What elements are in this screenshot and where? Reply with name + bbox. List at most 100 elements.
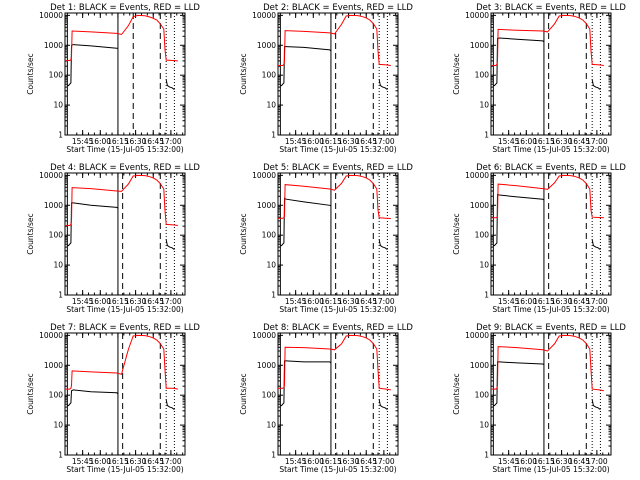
y-axis-label: Counts/sec [26,213,35,254]
series-line-events [165,79,175,90]
series-line-events [280,46,332,87]
plot-frame [490,12,612,136]
x-axis-label: Start Time (15-Jul-05 15:32:00) [66,465,183,474]
panel-title: Det 9: BLACK = Events, RED = LLD [476,323,626,333]
x-tick-label: 16:00 [302,297,324,306]
panel-title: Det 7: BLACK = Events, RED = LLD [50,323,200,333]
x-tick-label: 16:30 [125,297,147,306]
x-tick-label: 16:15 [533,297,555,306]
series-line-lld [65,334,178,390]
y-tick-label: 10 [479,101,489,110]
y-tick-label: 100 [475,231,490,240]
x-tick-label: 16:15 [320,297,342,306]
panel-det-4: Det 4: BLACK = Events, RED = LLD 1 10 100 10… [26,163,200,314]
y-tick-label: 1 [58,451,63,460]
y-axis-label: Counts/sec [452,213,461,254]
y-tick-label: 1 [58,131,63,140]
x-tick-label: 15:45 [498,457,520,466]
x-tick-label: 16:45 [568,137,590,146]
x-tick-label: 17:00 [586,297,608,306]
panel-det-3: Det 3: BLACK = Events, RED = LLD 1 10 100 10… [452,3,626,154]
series-line-lld [65,14,178,62]
x-tick-label: 16:45 [568,297,590,306]
panel-det-1: Det 1: BLACK = Events, RED = LLD 1 10 100 10… [26,3,200,154]
y-axis-label: Counts/sec [239,53,248,94]
x-tick-label: 15:45 [72,137,94,146]
x-tick-label: 16:45 [142,297,164,306]
y-tick-label: 10 [53,421,63,430]
series-line-events [378,239,388,250]
x-tick-label: 17:00 [586,137,608,146]
x-tick-label: 17:00 [373,297,395,306]
y-axis-label: Counts/sec [452,53,461,94]
x-tick-label: 15:45 [285,297,307,306]
panel-title: Det 3: BLACK = Events, RED = LLD [476,3,626,13]
x-tick-label: 16:00 [302,137,324,146]
series-line-events [493,361,545,407]
y-tick-label: 10 [53,261,63,270]
x-tick-label: 17:00 [373,137,395,146]
x-tick-label: 16:00 [302,457,324,466]
x-tick-label: 16:45 [355,137,377,146]
y-tick-label: 1000 [257,361,276,370]
x-tick-label: 17:00 [373,457,395,466]
y-axis-label: Counts/sec [239,213,248,254]
panel-title: Det 4: BLACK = Events, RED = LLD [50,163,200,173]
x-tick-label: 15:45 [285,457,307,466]
x-tick-label: 16:15 [320,457,342,466]
panel-det-9: Det 9: BLACK = Events, RED = LLD 1 10 100 10… [452,323,626,474]
plot-frame [64,12,186,136]
panel-det-7: Det 7: BLACK = Events, RED = LLD 1 10 100 10… [26,323,200,474]
x-tick-label: 16:30 [338,137,360,146]
panel-title: Det 1: BLACK = Events, RED = LLD [50,3,200,13]
series-line-lld [491,174,604,219]
y-tick-label: 10000 [465,171,489,180]
y-tick-label: 1 [484,131,489,140]
y-tick-label: 1000 [470,201,489,210]
y-tick-label: 100 [475,71,490,80]
x-axis-label: Start Time (15-Jul-05 15:32:00) [279,465,396,474]
y-tick-label: 100 [262,231,277,240]
plot-frame [490,332,612,456]
x-tick-label: 16:30 [125,137,147,146]
y-tick-label: 10 [266,261,276,270]
x-axis-label: Start Time (15-Jul-05 15:32:00) [279,145,396,154]
x-tick-label: 16:30 [125,457,147,466]
series-line-lld [491,334,604,392]
series-line-events [67,389,119,407]
y-tick-label: 10 [479,421,489,430]
x-axis-label: Start Time (15-Jul-05 15:32:00) [66,305,183,314]
x-tick-label: 16:00 [515,137,537,146]
y-tick-label: 10 [266,421,276,430]
x-tick-label: 16:15 [107,137,129,146]
x-axis-label: Start Time (15-Jul-05 15:32:00) [492,305,609,314]
x-tick-label: 16:00 [515,457,537,466]
y-tick-label: 10 [266,101,276,110]
y-tick-label: 1000 [470,361,489,370]
x-tick-label: 16:45 [355,457,377,466]
series-line-events [591,79,601,90]
x-tick-label: 15:45 [498,137,520,146]
x-tick-label: 16:15 [320,137,342,146]
series-line-events [280,197,332,247]
y-tick-label: 100 [49,231,64,240]
panel-det-5: Det 5: BLACK = Events, RED = LLD 1 10 100 10… [239,163,413,314]
y-axis-label: Counts/sec [452,373,461,414]
y-tick-label: 1 [271,291,276,300]
series-line-events [591,399,601,410]
x-axis-label: Start Time (15-Jul-05 15:32:00) [66,145,183,154]
x-axis-label: Start Time (15-Jul-05 15:32:00) [492,145,609,154]
panel-det-8: Det 8: BLACK = Events, RED = LLD 1 10 100 10… [239,323,413,474]
y-tick-label: 1 [58,291,63,300]
x-tick-label: 16:15 [107,297,129,306]
y-tick-label: 10 [479,261,489,270]
y-tick-label: 1 [271,451,276,460]
y-tick-label: 1000 [44,201,63,210]
x-tick-label: 16:45 [142,457,164,466]
x-tick-label: 15:45 [285,137,307,146]
y-tick-label: 1000 [44,41,63,50]
y-tick-label: 1000 [257,201,276,210]
series-line-lld [278,14,391,66]
